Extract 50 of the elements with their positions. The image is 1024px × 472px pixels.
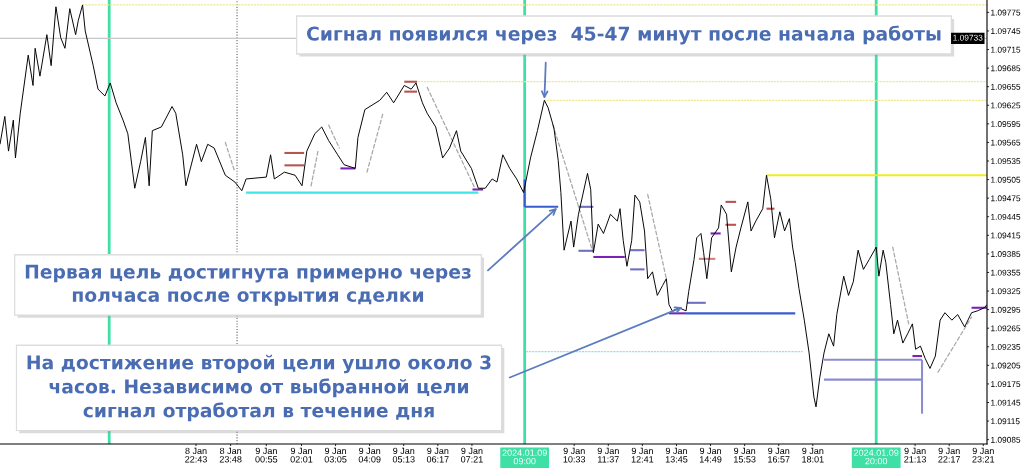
y-tick-label: 1.09205 — [991, 362, 1021, 369]
x-tick-label: 9 Jan 11:37 — [597, 447, 619, 463]
x-tick-label: 9 Jan 00:55 — [255, 447, 278, 463]
x-tick-label: 9 Jan 18:01 — [802, 447, 824, 463]
y-tick-label: 1.09595 — [991, 121, 1021, 127]
ref-line-label: 1.09733 — [953, 34, 983, 41]
y-tick-label: 1.09415 — [991, 232, 1021, 239]
x-tick-label: 9 Jan 04:09 — [358, 447, 381, 463]
x-tick-label: 9 Jan 07:21 — [460, 447, 483, 463]
x-tick-label: 9 Jan 22:17 — [938, 447, 961, 463]
y-tick-label: 1.09775 — [991, 9, 1021, 16]
x-tick-label: 9 Jan 05:13 — [392, 447, 415, 463]
x-tick-label: 9 Jan 02:01 — [290, 447, 313, 463]
y-tick-label: 1.09535 — [991, 158, 1021, 165]
annotation: На достижение второй цели ушло около 3 часов. Независимо от выбранной цели сигнал отработал в течение дня — [27, 354, 491, 422]
y-tick-label: 1.09685 — [991, 65, 1021, 72]
x-tick-label: 9 Jan 21:13 — [904, 447, 926, 463]
y-tick-label: 1.09445 — [991, 213, 1021, 220]
x-tick-label: 9 Jan 10:33 — [563, 447, 586, 463]
y-tick-label: 1.09235 — [991, 343, 1021, 350]
y-tick-label: 1.09475 — [991, 195, 1021, 202]
y-tick-label: 1.09145 — [991, 399, 1021, 406]
y-tick-label: 1.09745 — [991, 28, 1021, 35]
y-tick-label: 1.09505 — [991, 176, 1021, 183]
y-tick-label: 1.09085 — [991, 436, 1021, 443]
y-tick-label: 1.09355 — [991, 269, 1021, 276]
x-tick-label: 9 Jan 06:17 — [426, 447, 449, 463]
x-tick-label: 9 Jan 15:53 — [734, 447, 756, 463]
y-tick-label: 1.09565 — [991, 139, 1021, 146]
x-tick-label: 9 Jan 03:05 — [324, 447, 347, 463]
x-tick-label: 9 Jan 13:45 — [665, 447, 688, 463]
y-tick-label: 1.09295 — [991, 306, 1021, 313]
ref-line-label: 2024.01.09 20:00 — [854, 449, 899, 465]
x-tick-label: 9 Jan 12:41 — [631, 447, 654, 463]
annotation: Первая цель достигнута примерно через полчаса после открытия сделки — [25, 264, 471, 306]
annotation: Сигнал появился через 45-47 минут после начала работы — [306, 25, 941, 45]
y-tick-label: 1.09115 — [991, 418, 1020, 425]
ref-line-label: 2024.01.09 09:00 — [502, 449, 547, 465]
y-tick-label: 1.09655 — [991, 83, 1021, 90]
y-tick-label: 1.09385 — [991, 251, 1021, 257]
y-tick-label: 1.09175 — [991, 381, 1021, 388]
x-tick-label: 9 Jan 16:57 — [768, 447, 790, 463]
y-tick-label: 1.09325 — [991, 288, 1021, 295]
y-tick-label: 1.09265 — [991, 325, 1021, 332]
x-tick-label: 8 Jan 23:48 — [219, 447, 242, 463]
x-tick-label: 9 Jan 14:49 — [699, 447, 722, 463]
x-tick-label: 8 Jan 22:43 — [185, 447, 207, 463]
y-tick-label: 1.09715 — [991, 46, 1021, 53]
x-tick-label: 9 Jan 23:21 — [972, 447, 995, 463]
y-tick-label: 1.09625 — [991, 102, 1021, 109]
